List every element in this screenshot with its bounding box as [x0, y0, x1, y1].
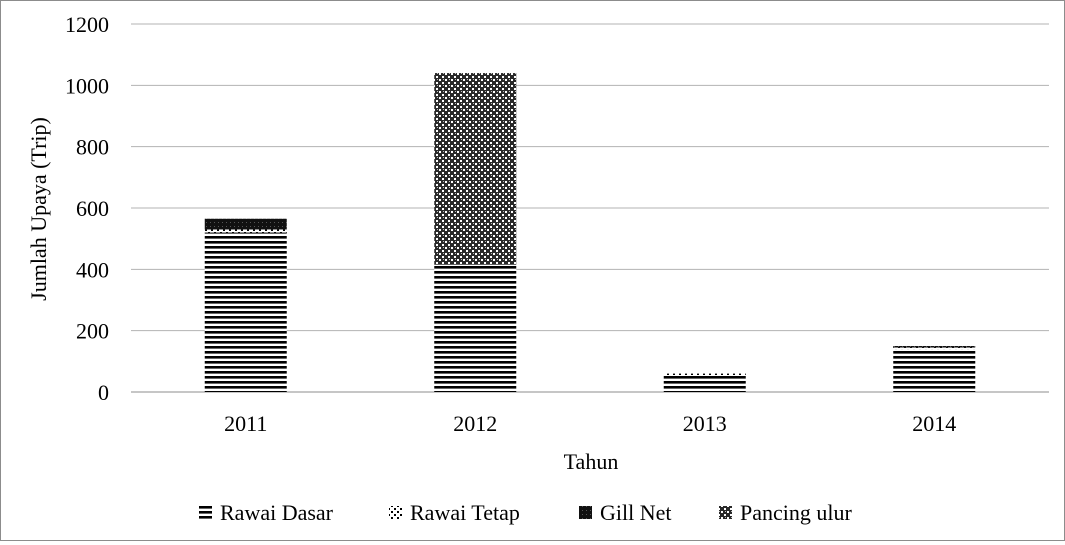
- y-tick-label: 200: [76, 319, 109, 344]
- y-tick-label: 400: [76, 257, 109, 282]
- y-tick-label: 1200: [65, 12, 109, 37]
- bar-segment-rawai-tetap: [204, 229, 287, 233]
- y-axis-title: Jumlah Upaya (Trip): [26, 117, 51, 301]
- legend-swatch: [719, 506, 732, 519]
- bar-segment-rawai-dasar: [204, 232, 287, 392]
- bar-segment-rawai-tetap: [663, 373, 746, 376]
- bar-segment-rawai-dasar: [663, 375, 746, 392]
- bar-segment-rawai-dasar: [434, 264, 517, 392]
- legend: Rawai Dasar Rawai Tetap Gill Net Pancing ul…: [199, 500, 852, 525]
- bar-segment-pancing-ulur: [434, 73, 517, 265]
- legend-swatch: [579, 506, 592, 519]
- legend-swatch: [389, 506, 402, 519]
- legend-label: Pancing ulur: [740, 500, 852, 525]
- x-tick-label: 2011: [224, 411, 267, 436]
- x-tick-label: 2013: [683, 411, 727, 436]
- bar-segment-rawai-tetap: [893, 347, 976, 350]
- legend-swatch: [199, 506, 212, 519]
- legend-label: Rawai Dasar: [220, 500, 334, 525]
- y-tick-label: 1000: [65, 73, 109, 98]
- bar-segment-gill-net: [204, 218, 287, 230]
- y-tick-label: 600: [76, 196, 109, 221]
- x-tick-label: 2012: [453, 411, 497, 436]
- y-tick-label: 800: [76, 135, 109, 160]
- bar-segment-gill-net: [893, 346, 976, 348]
- legend-label: Rawai Tetap: [410, 500, 520, 525]
- x-tick-label: 2014: [912, 411, 956, 436]
- bar-segment-rawai-dasar: [893, 349, 976, 392]
- legend-label: Gill Net: [600, 500, 672, 525]
- bar-stacks: [204, 73, 976, 392]
- x-axis-ticks: 2011 2012 2013 2014: [224, 411, 956, 436]
- y-axis-ticks: 0 200 400 600 800 1000 1200: [65, 12, 109, 405]
- y-tick-label: 0: [98, 380, 109, 405]
- x-axis-title: Tahun: [564, 449, 619, 474]
